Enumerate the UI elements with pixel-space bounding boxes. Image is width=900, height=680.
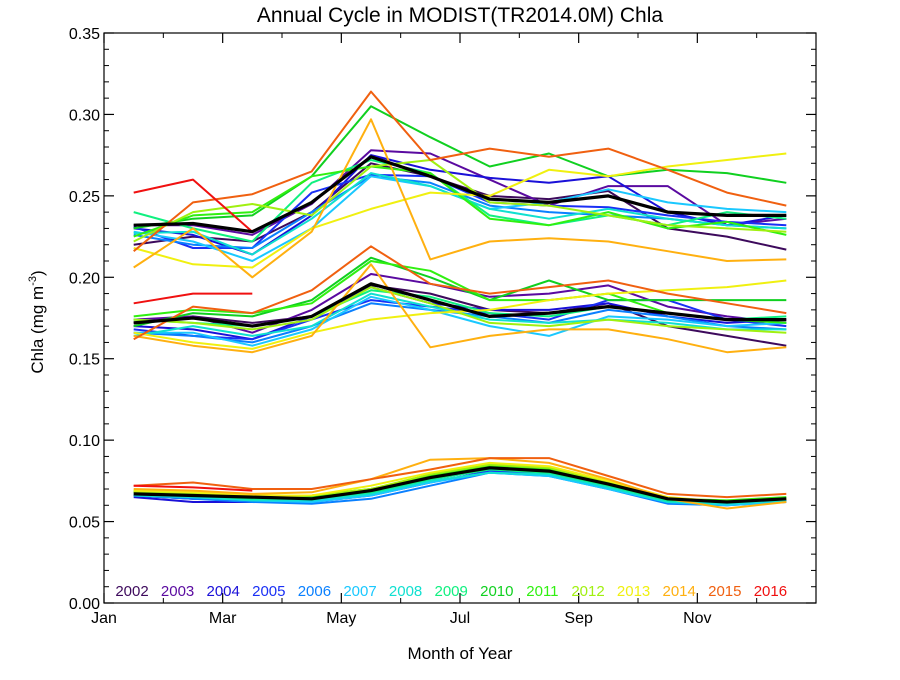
y-axis-label: Chla (mg m-3) [27, 270, 47, 373]
chart-title: Annual Cycle in MODIST(TR2014.0M) Chla [257, 4, 663, 27]
x-tick-label: Jul [450, 610, 470, 627]
series-line-middle-2015 [133, 245, 787, 341]
series-line-lower-2006 [133, 471, 787, 507]
legend-item-2014: 2014 [663, 583, 696, 600]
mean-line-lower [133, 466, 787, 504]
y-tick-label: 0.30 [69, 107, 100, 124]
series-line-middle-2012 [133, 286, 787, 334]
series-line-middle-2002 [133, 284, 787, 347]
x-tick-label: May [326, 610, 356, 627]
series-line-lower-2016 [133, 484, 253, 492]
mean-line-upper [133, 155, 787, 234]
series-line-upper-2016 [133, 178, 253, 233]
y-tick-label: 0.15 [69, 352, 100, 369]
series-line-middle-2003 [133, 273, 787, 334]
legend-item-2009: 2009 [435, 583, 468, 600]
x-tick-label: Jan [91, 610, 117, 627]
legend-item-2015: 2015 [708, 583, 741, 600]
series-group-lower [133, 457, 787, 510]
axis-layer: 0.00 0.05 0.10 0.15 0.20 0.25 0.30 0.35 Jan Mar Ma… [69, 26, 817, 627]
legend-item-2006: 2006 [298, 583, 331, 600]
series-line-upper-2014 [133, 118, 787, 279]
legend-item-2008: 2008 [389, 583, 422, 600]
series-line-middle-2016 [133, 292, 253, 305]
series-layer [133, 90, 787, 510]
y-tick-label: 0.10 [69, 433, 100, 450]
series-line-upper-2013 [133, 152, 787, 269]
y-tick-label: 0.35 [69, 26, 100, 43]
legend-item-2011: 2011 [526, 583, 558, 600]
x-tick-label: Mar [209, 610, 237, 627]
series-line-upper-2010 [133, 105, 787, 230]
y-tick-label: 0.00 [69, 596, 100, 613]
legend-item-2002: 2002 [115, 583, 148, 600]
series-line-middle-2007 [133, 295, 787, 347]
y-tick-label: 0.25 [69, 189, 100, 206]
legend-item-2016: 2016 [754, 583, 787, 600]
y-axis-label-exponent: -3 [27, 276, 39, 286]
y-axis-label-close: ) [28, 270, 47, 276]
y-axis-label-main: Chla (mg m [28, 286, 47, 374]
x-tick-label: Nov [683, 610, 711, 627]
series-group-middle [133, 245, 787, 354]
series-line-upper-2008 [133, 172, 787, 256]
series-line-upper-2015 [133, 90, 787, 252]
y-tick-label: 0.05 [69, 515, 100, 532]
legend-item-2003: 2003 [161, 583, 194, 600]
legend-item-2013: 2013 [617, 583, 650, 600]
legend-item-2004: 2004 [207, 583, 240, 600]
series-line-lower-2008 [133, 471, 787, 505]
series-line-upper-2003 [133, 149, 787, 236]
x-axis-label: Month of Year [408, 644, 513, 663]
legend-item-2005: 2005 [252, 583, 285, 600]
series-line-upper-2011 [133, 165, 787, 238]
legend-item-2012: 2012 [571, 583, 604, 600]
legend-item-2010: 2010 [480, 583, 513, 600]
series-line-middle-2014 [133, 263, 787, 354]
series-line-upper-2012 [133, 159, 787, 243]
series-line-middle-2013 [133, 279, 787, 350]
x-tick-label: Sep [564, 610, 593, 627]
y-tick-label: 0.20 [69, 270, 100, 287]
mean-line-middle [133, 282, 787, 328]
legend-item-2007: 2007 [343, 583, 376, 600]
series-group-upper [133, 90, 787, 279]
legend: 2002 2003 2004 2005 2006 2007 2008 2009 2010 2011… [115, 583, 787, 600]
series-line-lower-2015 [133, 457, 787, 499]
